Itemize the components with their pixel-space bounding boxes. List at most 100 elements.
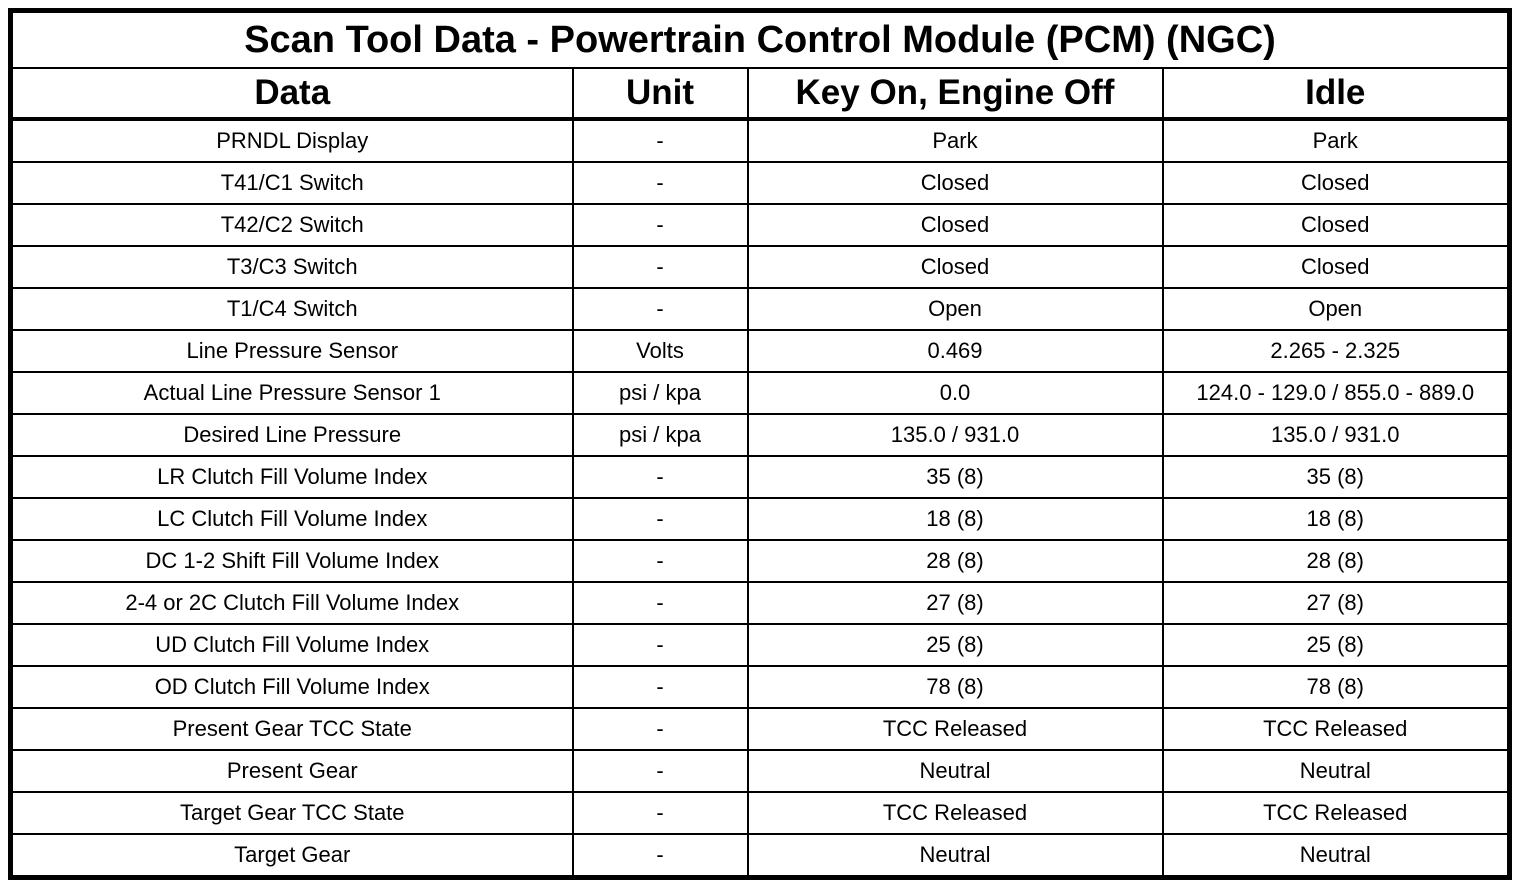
- table-row: Target Gear - Neutral Neutral: [9, 833, 1511, 879]
- cell-unit: -: [571, 581, 749, 625]
- cell-data-label: T41/C1 Switch: [9, 161, 574, 205]
- cell-key-on-engine-off: 27 (8): [746, 581, 1164, 625]
- table-title: Scan Tool Data - Powertrain Control Modu…: [9, 9, 1511, 69]
- cell-unit: -: [571, 665, 749, 709]
- cell-unit: -: [571, 623, 749, 667]
- table-body: PRNDL Display - Park Park T41/C1 Switch - Clos…: [9, 118, 1511, 879]
- cell-data-label: OD Clutch Fill Volume Index: [9, 665, 574, 709]
- cell-key-on-engine-off: TCC Released: [746, 791, 1164, 835]
- table-row: Actual Line Pressure Sensor 1 psi / kpa 0.…: [9, 371, 1511, 415]
- cell-key-on-engine-off: Open: [746, 287, 1164, 331]
- cell-unit: -: [571, 161, 749, 205]
- cell-unit: -: [571, 833, 749, 879]
- cell-key-on-engine-off: 25 (8): [746, 623, 1164, 667]
- cell-key-on-engine-off: 0.0: [746, 371, 1164, 415]
- cell-key-on-engine-off: 78 (8): [746, 665, 1164, 709]
- table-row: PRNDL Display - Park Park: [9, 118, 1511, 163]
- cell-key-on-engine-off: TCC Released: [746, 707, 1164, 751]
- table-row: T1/C4 Switch - Open Open: [9, 287, 1511, 331]
- cell-idle: Park: [1161, 118, 1511, 163]
- cell-unit: Volts: [571, 329, 749, 373]
- column-header-data: Data: [9, 67, 574, 121]
- cell-idle: 28 (8): [1161, 539, 1511, 583]
- cell-data-label: Target Gear: [9, 833, 574, 879]
- cell-unit: -: [571, 497, 749, 541]
- cell-unit: -: [571, 539, 749, 583]
- cell-data-label: Present Gear: [9, 749, 574, 793]
- cell-unit: -: [571, 707, 749, 751]
- column-header-idle: Idle: [1161, 67, 1511, 121]
- table-row: OD Clutch Fill Volume Index -78 (8) 78 (8): [9, 665, 1511, 709]
- cell-idle: Neutral: [1161, 749, 1511, 793]
- table-row: Desired Line Pressure psi / kpa 135.0 / 93…: [9, 413, 1511, 457]
- cell-data-label: Present Gear TCC State: [9, 707, 574, 751]
- cell-data-label: LC Clutch Fill Volume Index: [9, 497, 574, 541]
- cell-idle: 35 (8): [1161, 455, 1511, 499]
- cell-key-on-engine-off: 35 (8): [746, 455, 1164, 499]
- cell-unit: -: [571, 791, 749, 835]
- cell-idle: 27 (8): [1161, 581, 1511, 625]
- table-row: DC 1-2 Shift Fill Volume Index -28 (8) 28 …: [9, 539, 1511, 583]
- table-row: LR Clutch Fill Volume Index -35 (8) 35 (8): [9, 455, 1511, 499]
- cell-key-on-engine-off: Closed: [746, 203, 1164, 247]
- cell-unit: -: [571, 455, 749, 499]
- column-header-unit: Unit: [571, 67, 749, 121]
- table-row: Present Gear - Neutral Neutral: [9, 749, 1511, 793]
- table-row: Present Gear TCC State - TCC Released TCC R…: [9, 707, 1511, 751]
- cell-key-on-engine-off: 28 (8): [746, 539, 1164, 583]
- cell-unit: -: [571, 203, 749, 247]
- cell-idle: 25 (8): [1161, 623, 1511, 667]
- cell-idle: TCC Released: [1161, 707, 1511, 751]
- cell-idle: Closed: [1161, 161, 1511, 205]
- cell-idle: 18 (8): [1161, 497, 1511, 541]
- cell-key-on-engine-off: 0.469: [746, 329, 1164, 373]
- cell-data-label: T3/C3 Switch: [9, 245, 574, 289]
- cell-key-on-engine-off: 18 (8): [746, 497, 1164, 541]
- cell-idle: 124.0 - 129.0 / 855.0 - 889.0: [1161, 371, 1511, 415]
- cell-key-on-engine-off: Park: [746, 118, 1164, 163]
- table-row: T42/C2 Switch - Closed Closed: [9, 203, 1511, 247]
- cell-data-label: Target Gear TCC State: [9, 791, 574, 835]
- table-row: T41/C1 Switch - Closed Closed: [9, 161, 1511, 205]
- cell-data-label: Actual Line Pressure Sensor 1: [9, 371, 574, 415]
- table-row: 2-4 or 2C Clutch Fill Volume Index -27 (8…: [9, 581, 1511, 625]
- table-row: T3/C3 Switch - Closed Closed: [9, 245, 1511, 289]
- cell-idle: 2.265 - 2.325: [1161, 329, 1511, 373]
- cell-data-label: Desired Line Pressure: [9, 413, 574, 457]
- cell-key-on-engine-off: 135.0 / 931.0: [746, 413, 1164, 457]
- cell-data-label: DC 1-2 Shift Fill Volume Index: [9, 539, 574, 583]
- cell-idle: Open: [1161, 287, 1511, 331]
- cell-unit: psi / kpa: [571, 371, 749, 415]
- cell-idle: TCC Released: [1161, 791, 1511, 835]
- table-row: Line Pressure Sensor Volts 0.469 2.265 - 2.…: [9, 329, 1511, 373]
- cell-unit: -: [571, 749, 749, 793]
- cell-data-label: 2-4 or 2C Clutch Fill Volume Index: [9, 581, 574, 625]
- cell-idle: 135.0 / 931.0: [1161, 413, 1511, 457]
- table-row: UD Clutch Fill Volume Index -25 (8) 25 (8): [9, 623, 1511, 667]
- cell-data-label: T1/C4 Switch: [9, 287, 574, 331]
- cell-key-on-engine-off: Closed: [746, 245, 1164, 289]
- cell-data-label: PRNDL Display: [9, 118, 574, 163]
- cell-data-label: Line Pressure Sensor: [9, 329, 574, 373]
- cell-key-on-engine-off: Neutral: [746, 749, 1164, 793]
- table-header-row: Data Unit Key On, Engine Off Idle: [9, 67, 1511, 121]
- table-title-row: Scan Tool Data - Powertrain Control Modu…: [9, 9, 1511, 69]
- table-row: LC Clutch Fill Volume Index -18 (8) 18 (8): [9, 497, 1511, 541]
- cell-key-on-engine-off: Neutral: [746, 833, 1164, 879]
- cell-idle: 78 (8): [1161, 665, 1511, 709]
- cell-unit: -: [571, 287, 749, 331]
- scan-tool-data-table: Scan Tool Data - Powertrain Control Modu…: [8, 8, 1512, 880]
- cell-data-label: UD Clutch Fill Volume Index: [9, 623, 574, 667]
- cell-unit: -: [571, 118, 749, 163]
- column-header-key-on-engine-off: Key On, Engine Off: [746, 67, 1164, 121]
- table-row: Target Gear TCC State - TCC Released TCC Re…: [9, 791, 1511, 835]
- cell-data-label: LR Clutch Fill Volume Index: [9, 455, 574, 499]
- cell-idle: Closed: [1161, 203, 1511, 247]
- cell-key-on-engine-off: Closed: [746, 161, 1164, 205]
- cell-data-label: T42/C2 Switch: [9, 203, 574, 247]
- cell-unit: -: [571, 245, 749, 289]
- cell-unit: psi / kpa: [571, 413, 749, 457]
- cell-idle: Neutral: [1161, 833, 1511, 879]
- cell-idle: Closed: [1161, 245, 1511, 289]
